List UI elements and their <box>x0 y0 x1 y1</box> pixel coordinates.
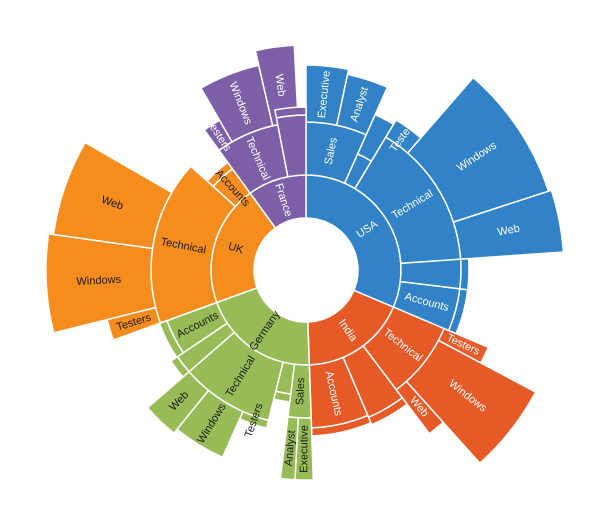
label-usa-sales-0: Sales <box>323 136 341 166</box>
label-france-technical-web-0-2: Web <box>273 73 288 97</box>
label-usa-sales-executive-0-0: Executive <box>316 70 333 119</box>
label-germany-sales-analyst-0-1: Analyst <box>283 430 298 467</box>
label-usa-technical-web-2-2: Web <box>497 223 521 239</box>
label-germany-sales-executive-0-0: Executive <box>298 425 310 473</box>
segment-uk-technical-windows-0-1[interactable] <box>45 232 157 334</box>
label-uk: UK <box>227 241 246 257</box>
segment-usa-technical-web-2-2[interactable] <box>452 189 565 260</box>
label-germany-sales-0: Sales <box>294 377 307 406</box>
segment-germany-sales-analyst-0-1[interactable] <box>279 416 300 481</box>
label-uk-technical-windows-0-1: Windows <box>76 274 122 288</box>
segment-uk-technical-web-0-2[interactable] <box>52 141 173 250</box>
segment-usa-unlabeled-unlabeled-3-0[interactable] <box>459 257 470 291</box>
segment-france-unlabeled-unlabeled-1-0[interactable] <box>274 106 307 119</box>
